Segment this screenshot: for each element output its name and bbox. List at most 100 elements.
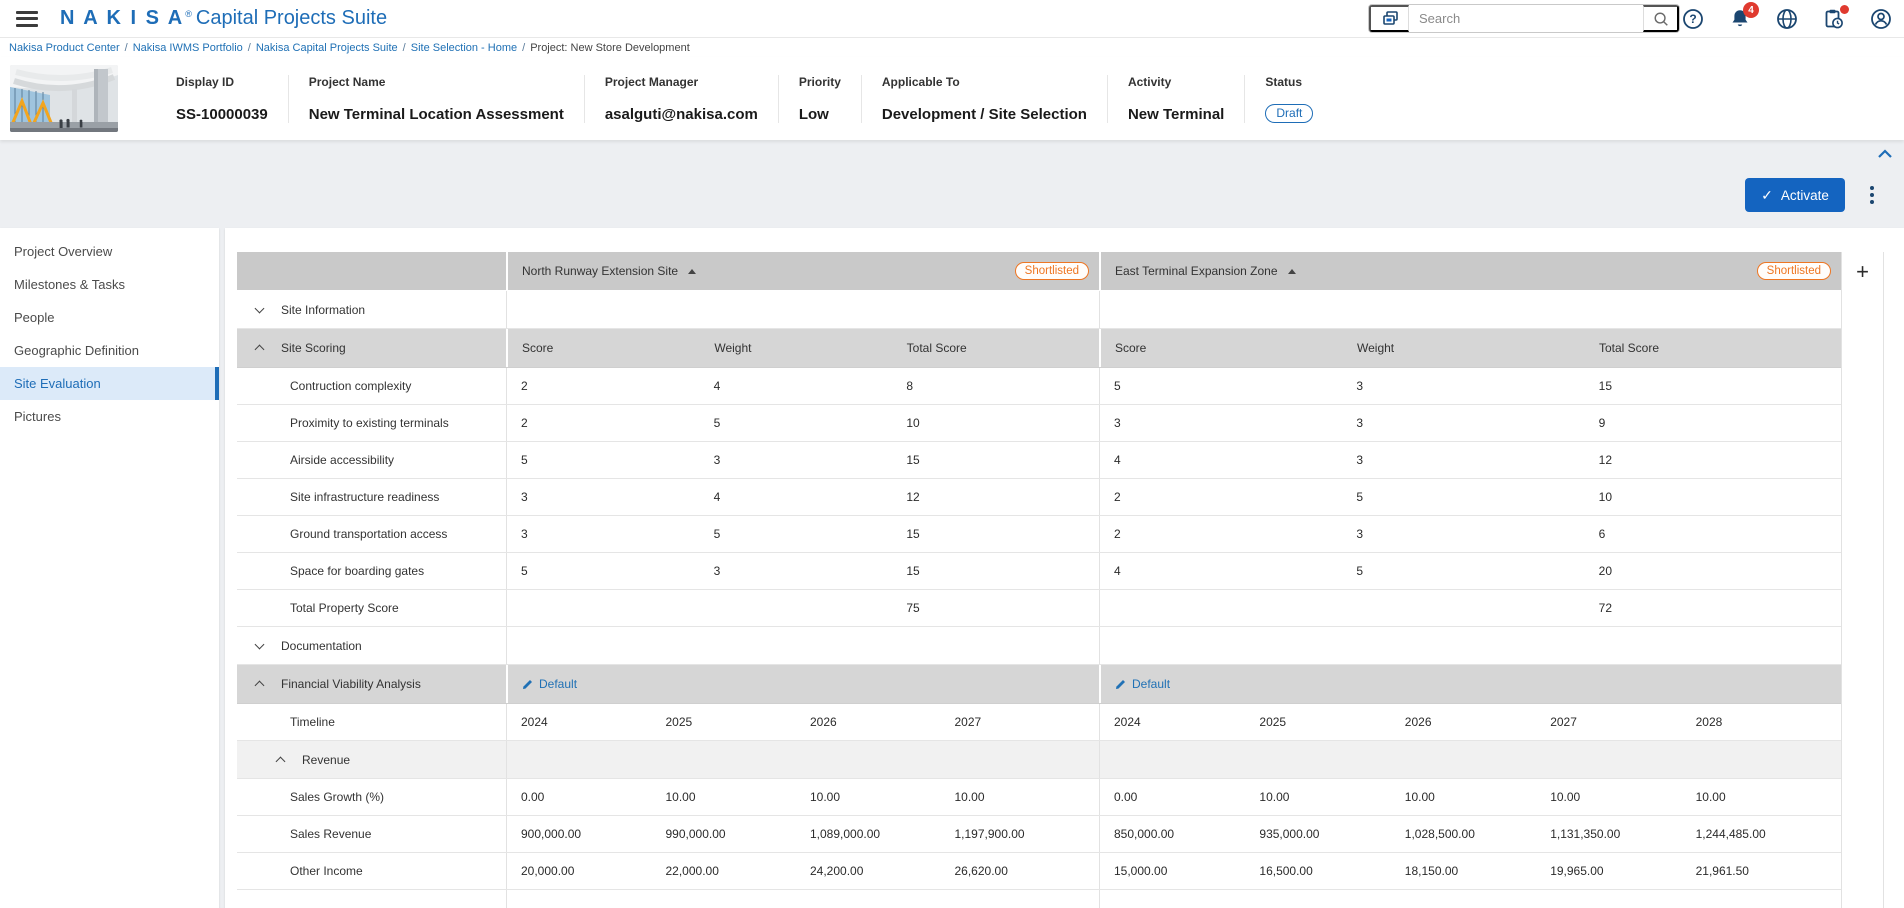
row-label-cell: Sales Growth (%) — [237, 779, 506, 815]
north-values: 248 — [507, 379, 1099, 393]
cell-value: 8 — [906, 379, 1099, 393]
field-value: Low — [799, 106, 841, 123]
row-label-cell: Revenue — [237, 741, 506, 778]
field-label: Project Manager — [605, 75, 758, 89]
section-toggle[interactable]: Site Scoring — [237, 341, 346, 355]
sidebar-item-project-overview[interactable]: Project Overview — [0, 235, 219, 268]
hamburger-menu-icon[interactable] — [16, 11, 38, 27]
row-label-cell: Site Scoring — [237, 329, 506, 367]
section-label: Financial Viability Analysis — [281, 677, 421, 691]
cell-value: 5 — [714, 416, 907, 430]
activate-button[interactable]: ✓ Activate — [1745, 178, 1845, 212]
cell-value: 4 — [1114, 453, 1356, 467]
add-site-button[interactable]: + — [1842, 252, 1883, 291]
site-cell-east: 339 — [1099, 405, 1841, 441]
site-cell-north — [506, 291, 1099, 328]
section-toggle[interactable]: Financial Viability Analysis — [237, 677, 421, 691]
breadcrumb-link[interactable]: Nakisa IWMS Portfolio — [133, 42, 243, 54]
cell-value: 12 — [1599, 453, 1841, 467]
site-cell-east: 4520 — [1099, 553, 1841, 589]
sidebar-item-pictures[interactable]: Pictures — [0, 400, 219, 433]
cell-value: 850,000.00 — [1114, 827, 1259, 841]
collapse-header-button[interactable] — [1874, 146, 1896, 162]
cell-value: 0.00 — [1114, 790, 1259, 804]
east-values: 236 — [1100, 527, 1841, 541]
row-label: Airside accessibility — [237, 453, 394, 467]
search-submit-button[interactable] — [1643, 5, 1679, 32]
project-field-project-name: Project NameNew Terminal Location Assess… — [289, 75, 585, 123]
notifications-button[interactable]: 4 — [1727, 6, 1753, 32]
cell-value: 10.00 — [1405, 790, 1550, 804]
pending-indicator-badge — [1840, 5, 1849, 14]
chevron-up-icon — [255, 345, 265, 355]
help-button[interactable]: ? — [1680, 6, 1706, 32]
cell-value: 10.00 — [666, 790, 811, 804]
section-row-1: Site ScoringScoreWeightTotal ScoreScoreW… — [237, 329, 1841, 368]
row-label-cell: Proximity to existing terminals — [237, 405, 506, 441]
section-toggle[interactable]: Revenue — [237, 753, 350, 767]
cell-value: 5 — [1114, 379, 1356, 393]
site-evaluation-card: North Runway Extension Site Shortlisted Ea… — [225, 228, 1904, 908]
cell-value: 3 — [521, 490, 714, 504]
sidebar-item-milestones-tasks[interactable]: Milestones & Tasks — [0, 268, 219, 301]
row-label: Sales Growth (%) — [237, 790, 384, 804]
site-cell-east: 15,000.0016,500.0018,150.0019,965.0021,9… — [1099, 853, 1841, 889]
site-sort-header[interactable]: North Runway Extension Site — [508, 264, 696, 278]
user-icon — [1869, 7, 1893, 31]
cell-value: 4 — [1114, 564, 1356, 578]
section-toggle[interactable]: Documentation — [237, 639, 362, 653]
row-label: Site infrastructure readiness — [237, 490, 439, 504]
table-row: Airside accessibility53154312 — [237, 442, 1841, 479]
project-field-applicable-to: Applicable ToDevelopment / Site Selectio… — [862, 75, 1108, 123]
search-input[interactable] — [1409, 5, 1643, 32]
cell-value: 2025 — [666, 715, 811, 729]
site-sort-header[interactable]: East Terminal Expansion Zone — [1101, 264, 1296, 278]
cell-value: 2027 — [1550, 715, 1695, 729]
cell-value: 20,000.00 — [521, 864, 666, 878]
sidebar-item-people[interactable]: People — [0, 301, 219, 334]
cell-value: 1,089,000.00 — [810, 827, 955, 841]
language-button[interactable] — [1774, 6, 1800, 32]
project-field-priority: PriorityLow — [779, 75, 862, 123]
site-cell-north: 5315 — [506, 442, 1099, 478]
north-values: 0.0010.0010.0010.00 — [507, 790, 1099, 804]
edit-default-link[interactable]: Default — [508, 677, 577, 691]
north-values: 3515 — [507, 527, 1099, 541]
breadcrumb-link[interactable]: Nakisa Capital Projects Suite — [256, 42, 398, 54]
section-label: Site Scoring — [281, 341, 346, 355]
sidebar-item-geographic-definition[interactable]: Geographic Definition — [0, 334, 219, 367]
more-actions-button[interactable] — [1864, 182, 1880, 208]
chevron-down-icon — [255, 639, 265, 649]
sort-ascending-icon — [688, 269, 696, 274]
cell-value: 10.00 — [1696, 790, 1841, 804]
site-cell-east: 236 — [1099, 516, 1841, 552]
site-cell-north: 2510 — [506, 405, 1099, 441]
account-button[interactable] — [1868, 6, 1894, 32]
site-cell-north: 20,000.0022,000.0024,200.0026,620.00 — [506, 853, 1099, 889]
cell-value: 2026 — [810, 715, 955, 729]
cell-value: 22,000.00 — [666, 864, 811, 878]
cell-value: 3 — [714, 564, 907, 578]
east-values: 2510 — [1100, 490, 1841, 504]
cell-value: 2 — [521, 379, 714, 393]
global-search — [1368, 4, 1680, 33]
brand-name: N A K I S A — [60, 7, 184, 30]
breadcrumb-separator: / — [403, 42, 406, 54]
sidebar-item-site-evaluation[interactable]: Site Evaluation — [0, 367, 219, 400]
shortlisted-badge: Shortlisted — [1757, 262, 1831, 280]
edit-default-link[interactable]: Default — [1101, 677, 1170, 691]
site-cell-east: 0.0010.0010.0010.0010.00 — [1099, 779, 1841, 815]
chevron-up-icon — [276, 756, 286, 766]
site-cell-north: 5315 — [506, 553, 1099, 589]
cell-value: 5 — [1356, 490, 1598, 504]
cell-value: 10.00 — [1259, 790, 1404, 804]
section-toggle[interactable]: Site Information — [237, 303, 365, 317]
breadcrumb-link[interactable]: Nakisa Product Center — [9, 42, 120, 54]
stack-icon — [1380, 9, 1400, 29]
east-values: 4520 — [1100, 564, 1841, 578]
breadcrumb-link[interactable]: Site Selection - Home — [411, 42, 517, 54]
row-label: Timeline — [237, 715, 335, 729]
project-sidebar: Project OverviewMilestones & TasksPeople… — [0, 228, 219, 908]
pending-tasks-button[interactable] — [1821, 6, 1847, 32]
search-scope-icon[interactable] — [1369, 5, 1409, 32]
